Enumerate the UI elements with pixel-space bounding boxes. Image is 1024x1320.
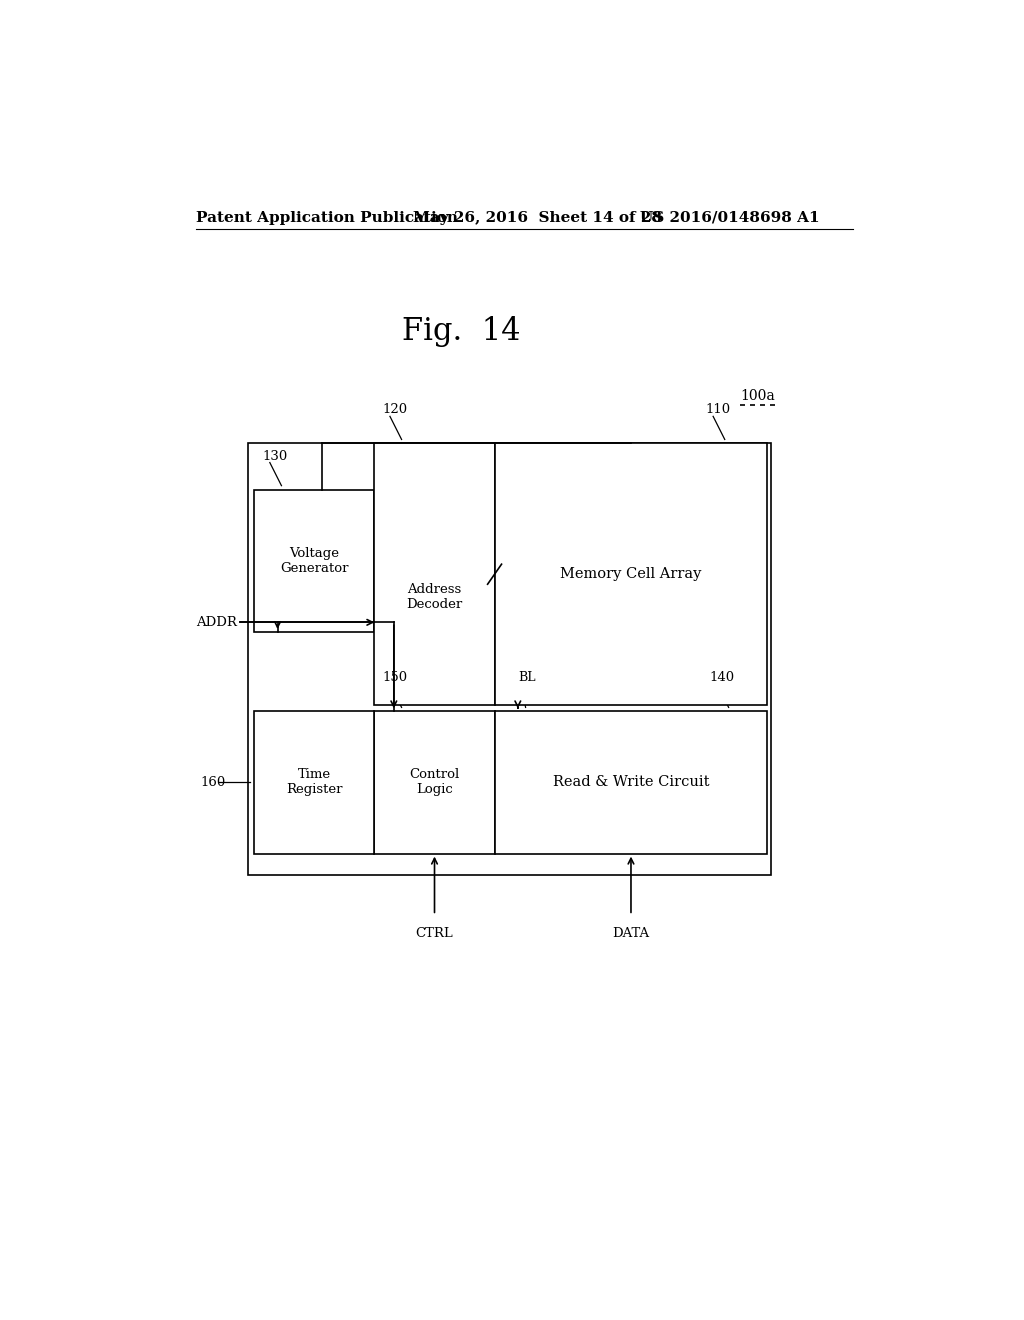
Text: Read & Write Circuit: Read & Write Circuit	[553, 775, 710, 789]
Text: Control
Logic: Control Logic	[410, 768, 460, 796]
Text: 120: 120	[382, 404, 408, 416]
Bar	[375, 444, 495, 705]
Text: 150: 150	[382, 672, 408, 684]
Text: ADDR: ADDR	[197, 616, 238, 628]
Text: Address
Decoder: Address Decoder	[407, 583, 463, 611]
Text: Time
Register: Time Register	[286, 768, 343, 796]
Text: CTRL: CTRL	[416, 927, 454, 940]
Text: 110: 110	[706, 404, 730, 416]
Text: Patent Application Publication: Patent Application Publication	[197, 211, 458, 224]
Bar	[495, 444, 767, 705]
Text: May 26, 2016  Sheet 14 of 28: May 26, 2016 Sheet 14 of 28	[414, 211, 663, 224]
Bar	[254, 711, 375, 854]
Text: 160: 160	[200, 776, 225, 789]
Bar	[375, 711, 495, 854]
Text: Fig.  14: Fig. 14	[402, 317, 520, 347]
Text: Memory Cell Array: Memory Cell Array	[560, 568, 701, 581]
Text: 130: 130	[262, 450, 288, 462]
Text: 100a: 100a	[740, 389, 775, 404]
Text: DATA: DATA	[612, 927, 649, 940]
Bar	[495, 711, 767, 854]
Text: US 2016/0148698 A1: US 2016/0148698 A1	[640, 211, 819, 224]
Text: 140: 140	[710, 672, 734, 684]
Bar	[254, 490, 375, 632]
Bar	[248, 444, 771, 874]
Text: BL: BL	[518, 672, 536, 684]
Text: Voltage
Generator: Voltage Generator	[281, 546, 348, 574]
